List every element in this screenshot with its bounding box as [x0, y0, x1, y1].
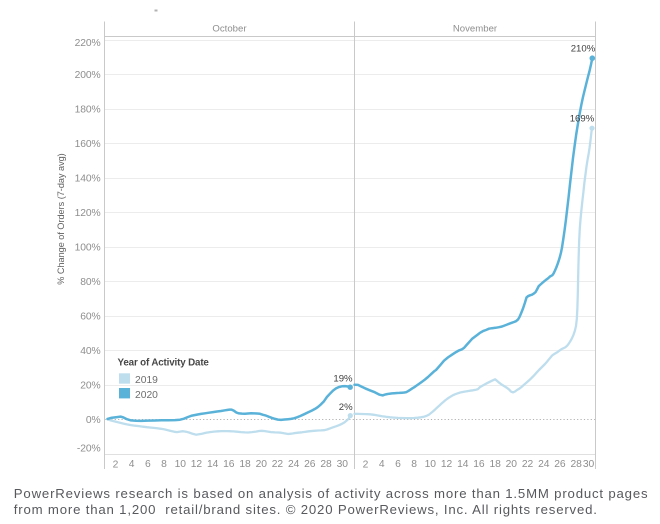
svg-text:12: 12 — [441, 459, 453, 470]
svg-text:4: 4 — [129, 459, 135, 470]
svg-text:30: 30 — [583, 459, 595, 470]
svg-text:169%: 169% — [570, 114, 595, 125]
svg-text:28: 28 — [320, 459, 332, 470]
svg-text:12: 12 — [191, 459, 203, 470]
svg-text:80%: 80% — [80, 277, 100, 288]
svg-text:from more than 1,200 retail/b: from more than 1,200 retail/brand sites.… — [14, 502, 598, 517]
svg-text:10: 10 — [425, 459, 437, 470]
svg-text:60%: 60% — [80, 312, 100, 323]
svg-text:PowerReviews research is based: PowerReviews research is based on analys… — [14, 486, 649, 501]
svg-text:220%: 220% — [75, 38, 101, 49]
svg-text:22: 22 — [272, 459, 284, 470]
svg-text:16: 16 — [473, 459, 485, 470]
svg-text:140%: 140% — [75, 174, 101, 185]
svg-text:Year of Activity Date: Year of Activity Date — [118, 358, 210, 369]
svg-text:180%: 180% — [75, 105, 101, 116]
svg-text:16: 16 — [223, 459, 235, 470]
svg-text:10: 10 — [175, 459, 187, 470]
svg-text:4: 4 — [379, 459, 385, 470]
svg-text:19%: 19% — [333, 373, 353, 384]
svg-text:18: 18 — [239, 459, 251, 470]
svg-text:14: 14 — [457, 459, 469, 470]
svg-text:24: 24 — [288, 459, 300, 470]
svg-text:14: 14 — [207, 459, 219, 470]
svg-text:18: 18 — [489, 459, 501, 470]
svg-text:20: 20 — [256, 459, 268, 470]
svg-text:-20%: -20% — [77, 444, 101, 455]
svg-text:200%: 200% — [75, 70, 101, 81]
svg-text:210%: 210% — [571, 43, 596, 54]
svg-text:26: 26 — [554, 459, 566, 470]
svg-text:22: 22 — [522, 459, 534, 470]
svg-text:20: 20 — [506, 459, 518, 470]
svg-text:2: 2 — [113, 459, 119, 470]
svg-text:6: 6 — [395, 459, 401, 470]
svg-text:0%: 0% — [86, 415, 101, 426]
svg-text:24: 24 — [538, 459, 550, 470]
svg-text:120%: 120% — [75, 208, 101, 219]
svg-text:100%: 100% — [75, 243, 101, 254]
svg-text:% Change of Orders (7-day avg): % Change of Orders (7-day avg) — [56, 153, 66, 284]
svg-text:October: October — [212, 24, 247, 35]
svg-text:20%: 20% — [80, 381, 100, 392]
svg-text:2: 2 — [363, 459, 369, 470]
svg-text:8: 8 — [411, 459, 417, 470]
svg-text:28: 28 — [570, 459, 582, 470]
svg-text:160%: 160% — [75, 139, 101, 150]
svg-text:2020: 2020 — [135, 390, 158, 401]
svg-text:30: 30 — [337, 459, 349, 470]
svg-text:2%: 2% — [339, 402, 353, 413]
svg-text:40%: 40% — [80, 346, 100, 357]
svg-text:6: 6 — [145, 459, 151, 470]
svg-text:26: 26 — [304, 459, 316, 470]
svg-text:8: 8 — [161, 459, 167, 470]
svg-text:November: November — [453, 24, 498, 35]
svg-text:2019: 2019 — [135, 375, 158, 386]
